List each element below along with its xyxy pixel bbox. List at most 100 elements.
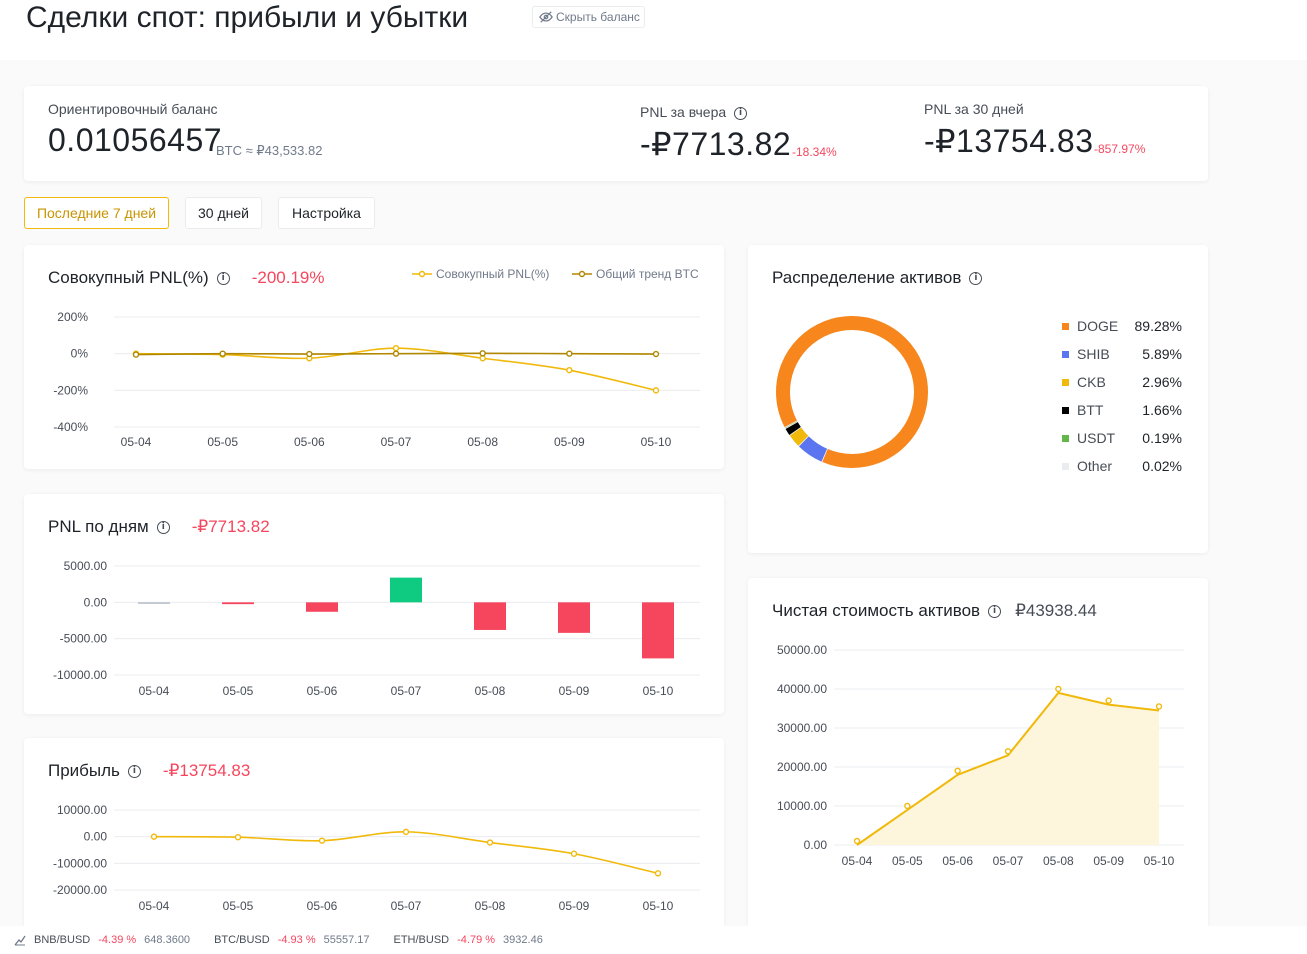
y-tick-label: 0.00: [804, 838, 828, 852]
allocation-title-text: Распределение активов: [772, 268, 962, 287]
daily-pnl-value: -₽7713.82: [191, 517, 270, 536]
page-title: Сделки спот: прибыли и убытки: [26, 1, 469, 34]
y-tick-label: 30000.00: [777, 721, 827, 735]
ticker-pair: BTC/BUSD: [214, 934, 270, 946]
x-tick-label: 05-05: [892, 854, 923, 868]
data-point: [853, 837, 861, 845]
series-line: [153, 831, 659, 875]
y-tick-label: 10000.00: [57, 803, 107, 817]
allocation-asset-name: USDT: [1077, 430, 1116, 446]
legend-label: Общий тренд BTC: [596, 267, 699, 281]
y-tick-label: 0.00: [84, 830, 108, 844]
x-tick-label: 05-10: [1144, 854, 1175, 868]
legend-swatch: [1062, 322, 1069, 330]
tab-custom[interactable]: Настройка: [278, 197, 375, 229]
data-point: [306, 350, 313, 358]
x-tick-label: 05-08: [475, 684, 506, 698]
cumulative-pnl-card: Совокупный PNL(%) i -200.19% 200% 0% -200%…: [24, 245, 724, 469]
tab-30-days[interactable]: 30 дней: [185, 197, 262, 229]
summary-card: Ориентировочный баланс 0.01056457 BTC ≈ …: [24, 86, 1208, 181]
bar: [474, 602, 506, 630]
profit-title: Прибыль i -₽13754.83: [48, 761, 250, 781]
data-point: [392, 350, 400, 357]
x-tick-label: 05-06: [307, 899, 338, 913]
x-tick-label: 05-05: [207, 435, 238, 449]
x-tick-label: 05-06: [307, 684, 338, 698]
x-tick-label: 05-07: [391, 899, 422, 913]
data-point: [652, 350, 660, 358]
data-point: [566, 350, 573, 357]
x-tick-label: 05-09: [559, 684, 590, 698]
networth-title: Чистая стоимость активов i ₽43938.44: [772, 601, 1097, 621]
networth-card: Чистая стоимость активов i ₽43938.44 500…: [748, 578, 1208, 928]
y-tick-label: -10000.00: [53, 856, 107, 870]
bar: [558, 602, 590, 633]
data-point: [402, 828, 410, 836]
data-point: [479, 350, 486, 357]
x-tick-label: 05-07: [391, 684, 422, 698]
x-tick-label: 05-09: [554, 435, 585, 449]
legend-marker: [578, 270, 586, 278]
series-line: [856, 691, 1160, 846]
data-point: [1155, 703, 1163, 710]
x-tick-label: 05-04: [139, 899, 170, 913]
x-tick-label: 05-06: [294, 435, 325, 449]
data-point: [486, 839, 494, 846]
allocation-asset-name: SHIB: [1077, 346, 1110, 362]
page-header: Сделки спот: прибыли и убытки Скрыть бал…: [0, 0, 1307, 60]
allocation-item-usdt: USDT 0.19%: [1062, 430, 1182, 446]
allocation-donut: [776, 316, 928, 468]
networth-value: ₽43938.44: [1015, 601, 1097, 620]
networth-title-text: Чистая стоимость активов: [772, 601, 981, 620]
data-point: [566, 366, 573, 374]
x-tick-label: 05-09: [559, 899, 590, 913]
info-icon[interactable]: i: [734, 106, 748, 120]
allocation-asset-pct: 1.66%: [1142, 402, 1182, 418]
ticker-item[interactable]: BNB/BUSD -4.39 % 648.3600: [34, 934, 190, 946]
allocation-asset-name: BTT: [1077, 402, 1104, 418]
ticker-item[interactable]: BTC/BUSD -4.93 % 55557.17: [214, 934, 369, 946]
ticker-pair: ETH/BUSD: [393, 934, 450, 946]
info-icon[interactable]: i: [156, 520, 170, 534]
data-point: [234, 833, 242, 841]
info-icon[interactable]: i: [988, 604, 1002, 618]
daily-pnl-title-text: PNL по дням: [48, 517, 149, 536]
info-icon[interactable]: i: [969, 271, 983, 285]
y-tick-label: -400%: [53, 420, 88, 434]
daily-pnl-card: PNL по дням i -₽7713.82 5000.00 0.00 -5000…: [24, 494, 724, 714]
allocation-item-btt: BTT 1.66%: [1062, 402, 1182, 418]
eye-off-icon: [539, 11, 553, 23]
hide-balance-button[interactable]: Скрыть баланс: [532, 6, 645, 28]
bar: [390, 577, 422, 603]
info-icon[interactable]: i: [127, 764, 141, 778]
daily-pnl-title: PNL по дням i -₽7713.82: [48, 517, 270, 537]
y-tick-label: -20000.00: [53, 883, 107, 897]
x-tick-label: 05-10: [643, 684, 674, 698]
data-point: [318, 837, 326, 844]
allocation-item-shib: SHIB 5.89%: [1062, 346, 1182, 362]
pnl-30-label: PNL за 30 дней: [924, 101, 1024, 117]
ticker-pair: BNB/BUSD: [34, 934, 91, 946]
pnl-yesterday-label-text: PNL за вчера: [640, 104, 727, 120]
profit-value: -₽13754.83: [162, 761, 251, 780]
balance-label: Ориентировочный баланс: [48, 101, 218, 117]
allocation-item-ckb: CKB 2.96%: [1062, 374, 1182, 390]
data-point: [904, 802, 911, 810]
y-tick-label: 20000.00: [777, 760, 827, 774]
y-tick-label: 0.00: [84, 595, 108, 609]
legend-marker: [418, 270, 426, 278]
allocation-item-doge: DOGE 89.28%: [1062, 318, 1182, 334]
x-tick-label: 05-08: [475, 899, 506, 913]
data-point: [654, 870, 662, 877]
pnl-yesterday-value: -₽7713.82: [640, 126, 792, 162]
legend-swatch: [1062, 434, 1069, 442]
ticker-pct: -4.79 %: [457, 934, 496, 946]
info-icon[interactable]: i: [216, 271, 230, 285]
bar: [222, 602, 254, 605]
tab-last-7-days[interactable]: Последние 7 дней: [24, 197, 169, 229]
daily-pnl-chart: 5000.00 0.00 -5000.00 -10000.00 05-04 05-05 05…: [53, 559, 700, 698]
data-point: [1105, 697, 1112, 704]
ticker-item[interactable]: ETH/BUSD -4.79 % 3932.46: [394, 934, 543, 946]
x-tick-label: 05-04: [121, 435, 152, 449]
networth-chart: 50000.00 40000.00 30000.00 20000.00 10000.00…: [777, 643, 1184, 868]
